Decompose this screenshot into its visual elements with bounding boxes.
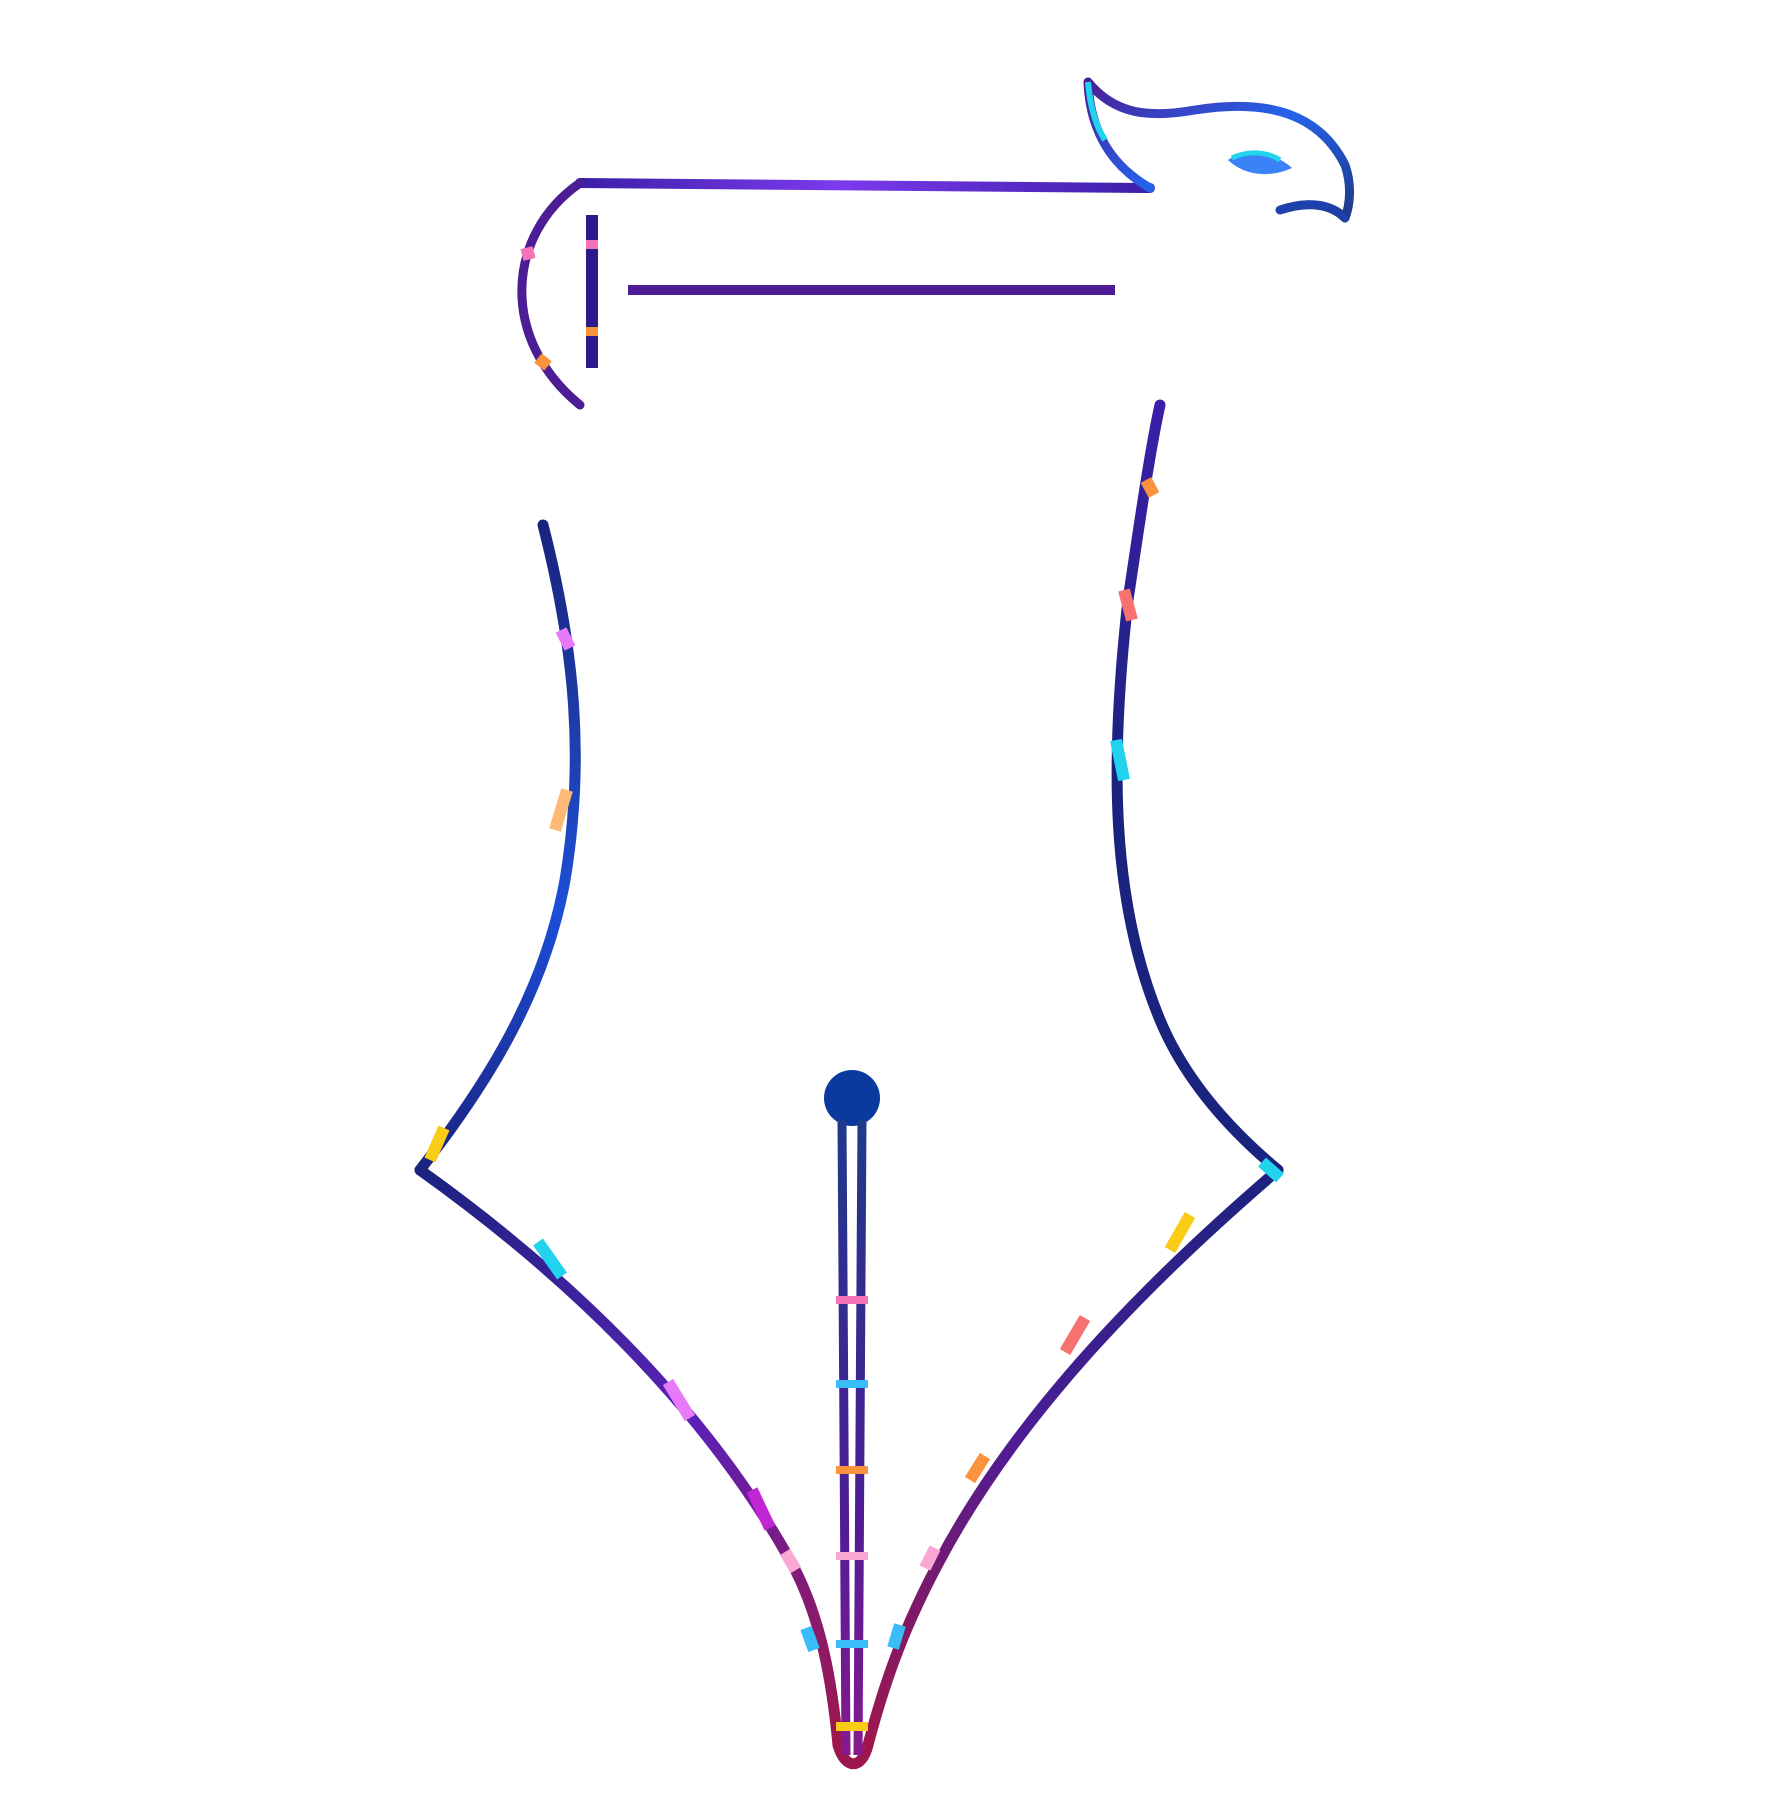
slit-accent-bands — [836, 1296, 868, 1731]
nib-tip — [832, 1739, 874, 1770]
nib-slit-left — [837, 1119, 851, 1756]
eagle-eye-highlight — [1230, 150, 1282, 163]
nib-left-edge — [414, 1164, 844, 1751]
eagle-neck-accent — [1085, 81, 1108, 142]
scroll-bar-accent-pink — [586, 240, 598, 249]
scroll-left-curl — [517, 178, 585, 410]
eagle-beak-curve — [1277, 200, 1348, 221]
outline-accent-stripes — [424, 246, 1284, 1653]
nib-breather-hole — [824, 1070, 880, 1126]
nib-right-body — [1111, 399, 1284, 1176]
nib-slit-right — [853, 1119, 867, 1756]
scroll-top-edge — [575, 178, 1155, 193]
nib-left-body — [414, 519, 581, 1176]
nib-right-edge — [862, 1164, 1284, 1751]
eagle-head-outline — [1083, 77, 1354, 223]
scroll-bar-accent-orange — [586, 327, 598, 336]
